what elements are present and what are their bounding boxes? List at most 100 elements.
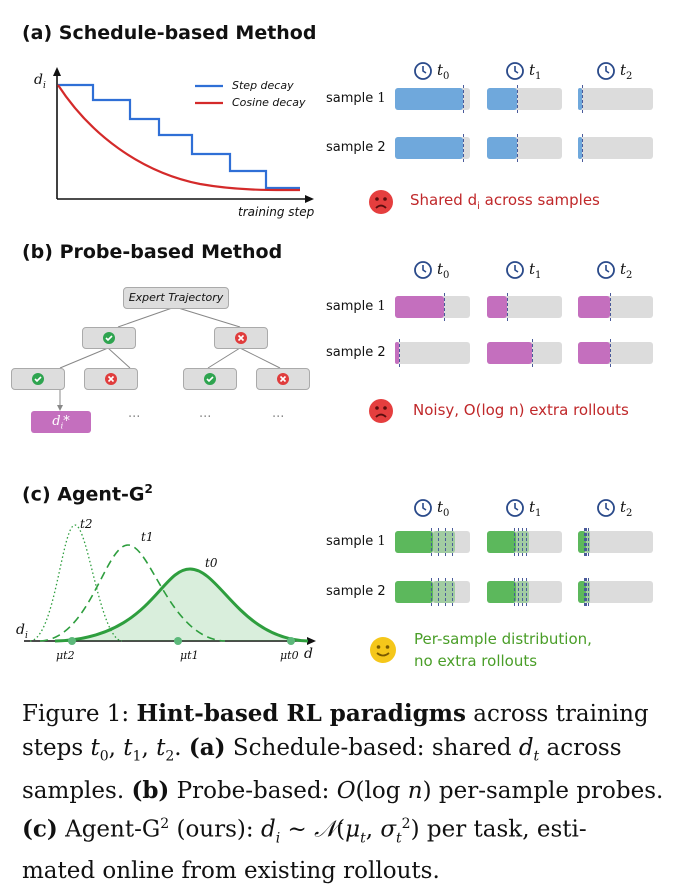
caption-line-3: samples. (b) Probe-based: O(log n) per-s… [22, 776, 664, 804]
sample-bar [578, 134, 653, 162]
panel-b-note: Noisy, O(log n) extra rollouts [413, 401, 629, 419]
sample-bar [487, 339, 562, 367]
clock-t1: t1 [505, 259, 541, 281]
clock-label: t2 [620, 498, 633, 519]
sample-bar-fill [487, 137, 517, 159]
clock-icon [597, 498, 615, 517]
clock-t2: t2 [596, 60, 632, 82]
clock-label: t2 [620, 61, 633, 82]
sample-label-2: sample 2 [326, 345, 386, 360]
panel-b-title: (b) Probe-based Method [22, 241, 283, 263]
sample-bar-fill [395, 531, 433, 553]
probe-result-node: di* [31, 411, 91, 433]
ellipsis: ··· [128, 410, 141, 425]
clock-t0: t0 [413, 60, 449, 82]
sample-marker-line [462, 134, 464, 162]
sample-marker-line [513, 528, 515, 556]
sample-marker-line [584, 578, 586, 606]
sample-marker-line [586, 578, 588, 606]
panel-c-title: (c) Agent-G2 [22, 482, 153, 506]
sample-bar [395, 85, 470, 113]
probe-node-fail [256, 368, 310, 390]
sample-marker-line [584, 528, 586, 556]
sample-marker-line [430, 578, 432, 606]
axis-label-di: di [16, 622, 28, 641]
sample-marker-line [587, 578, 589, 606]
sample-marker-line [609, 339, 611, 367]
clock-icon [506, 61, 524, 80]
sample-marker-line [398, 339, 400, 367]
y-axis-arrow [53, 67, 61, 76]
caption-line-1: Figure 1: Hint-based RL paradigms across… [22, 700, 649, 727]
probe-tree-lines [57, 306, 281, 411]
clock-t0: t0 [413, 259, 449, 281]
sample-bar-fill [395, 296, 444, 318]
legend-cosine-decay: Cosine decay [232, 96, 306, 109]
sample-bar-fill [487, 88, 517, 110]
clock-label: t1 [529, 498, 542, 519]
clock-icon [597, 61, 615, 80]
expert-trajectory-node: Expert Trajectory [123, 287, 229, 309]
sample-bar-fill [487, 531, 516, 553]
probe-node-success [11, 368, 65, 390]
sample-marker-line [444, 528, 446, 556]
clock-icon [414, 61, 432, 80]
caption-line-4: (c) Agent-G2 (ours): di ∼ 𝒩(μt, σt2) per… [22, 815, 587, 846]
check-icon [204, 373, 216, 385]
sample-bar [578, 339, 653, 367]
sample-marker-line [583, 528, 585, 556]
sample-bar-fill [395, 581, 433, 603]
sample-bar [487, 134, 562, 162]
clock-label: t0 [437, 498, 450, 519]
curve-label-t2: t2 [80, 517, 93, 531]
panel-c-note-line1: Per-sample distribution, [414, 630, 592, 648]
sample-marker-line [430, 528, 432, 556]
clock-t1: t1 [505, 497, 541, 519]
clock-icon [414, 498, 432, 517]
sample-marker-line [513, 578, 515, 606]
sample-bar [578, 85, 653, 113]
sample-bar [395, 339, 470, 367]
clock-t1: t1 [505, 60, 541, 82]
x-axis-arrow [305, 195, 314, 203]
sample-marker-line [517, 85, 518, 113]
sample-bar-fill [578, 581, 586, 603]
sample-bar [487, 528, 562, 556]
sample-marker-line [443, 293, 445, 321]
cross-icon [277, 373, 289, 385]
sample-marker-line [517, 134, 518, 162]
sample-label-2: sample 2 [326, 140, 386, 155]
mu-label-t0: μt0 [280, 649, 299, 662]
d-axis-arrow [307, 637, 316, 645]
smiley-icon [370, 637, 396, 663]
clock-label: t0 [437, 61, 450, 82]
sample-marker-line [462, 85, 464, 113]
sample-marker-line [451, 578, 453, 606]
sample-marker-line [526, 578, 528, 606]
sample-bar-fill [578, 342, 610, 364]
panel-c-note-line2: no extra rollouts [414, 652, 538, 670]
sample-marker-line [587, 528, 589, 556]
panel-c-distribution-plot [24, 524, 316, 645]
caption-line-5: mated online from existing rollouts. [22, 857, 440, 884]
sample-bar-fill [487, 342, 532, 364]
sample-bar [487, 85, 562, 113]
sample-bar [578, 578, 653, 606]
sample-bar [395, 528, 470, 556]
sad-face-icon [369, 190, 393, 214]
sample-label-1: sample 1 [326, 91, 386, 106]
sample-bar-fill [487, 296, 508, 318]
clock-t2: t2 [596, 259, 632, 281]
sample-label-1: sample 1 [326, 299, 386, 314]
clock-label: t0 [437, 260, 450, 281]
sample-bar-fill [578, 137, 582, 159]
sample-marker-line [437, 578, 439, 606]
panel-a-decay-plot [53, 67, 314, 203]
sample-bar-fill [578, 531, 586, 553]
check-icon [103, 332, 115, 344]
sample-marker-line [581, 134, 583, 162]
ellipsis: ··· [199, 410, 212, 425]
panel-a-note: Shared di across samples [410, 191, 600, 212]
sample-marker-line [437, 528, 439, 556]
caption-line-2: steps t0, t1, t2. (a) Schedule-based: sh… [22, 734, 622, 765]
